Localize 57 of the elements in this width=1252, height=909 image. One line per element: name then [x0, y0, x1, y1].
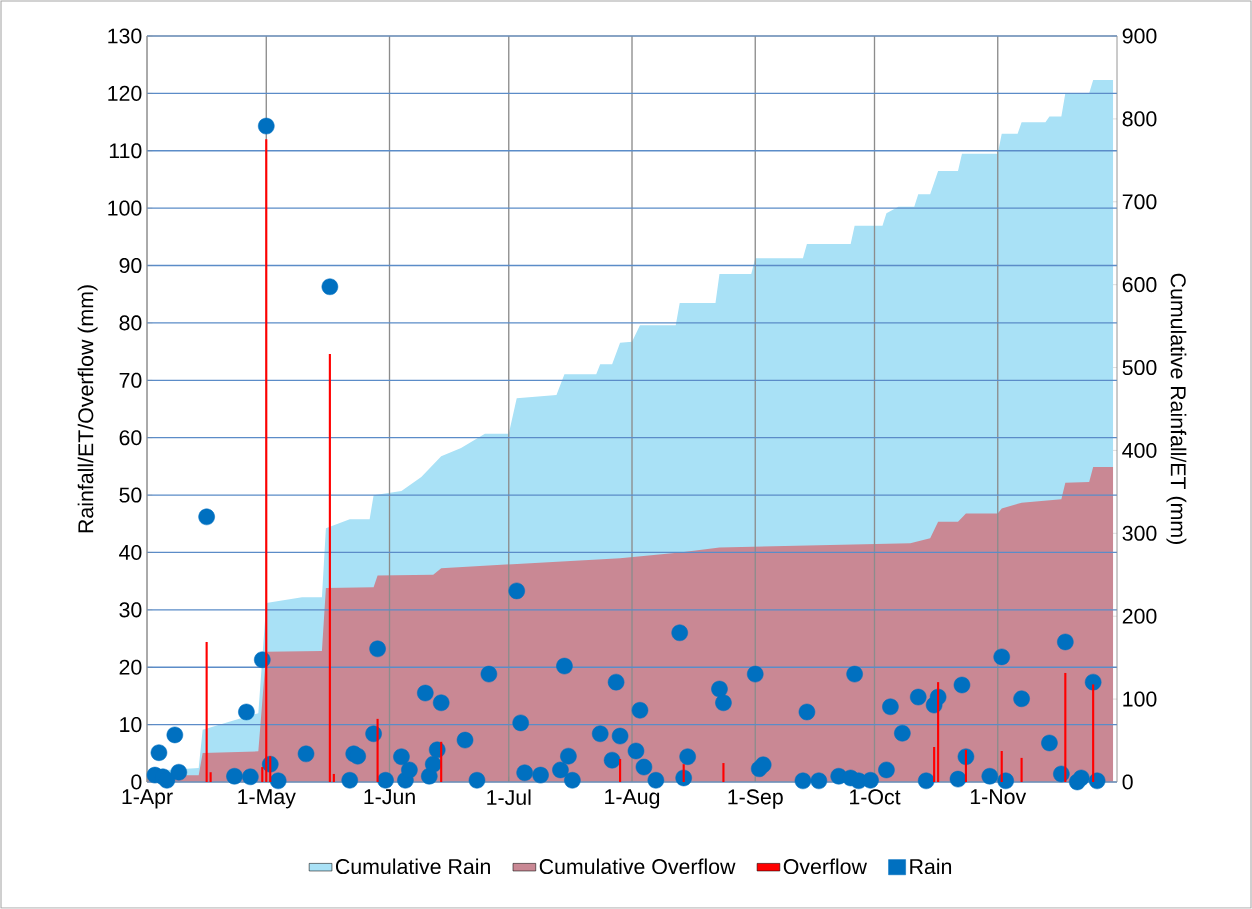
- x-tick-label: 1-Apr: [122, 789, 173, 809]
- y-tick-label: 80: [119, 315, 142, 331]
- y-tick-label: 130: [108, 28, 142, 44]
- x-tick-label: 1-May: [238, 789, 296, 809]
- x-tick-label: 1-Sep: [728, 789, 783, 809]
- y-tick-label: 30: [119, 602, 142, 618]
- x-tick-label: 1-Nov: [970, 789, 1027, 805]
- bar: [209, 772, 212, 782]
- x-tick-label: 1-Oct: [850, 789, 901, 805]
- bar: [269, 756, 272, 782]
- bar: [265, 139, 268, 782]
- y-tick-label: 90: [119, 257, 142, 274]
- bar: [1000, 751, 1003, 782]
- bar: [1020, 757, 1023, 782]
- x-tick-label: 1-Jul: [487, 789, 531, 806]
- bar: [376, 718, 379, 782]
- y2-tick-label: 700: [1122, 194, 1157, 210]
- y2-tick-label: 900: [1122, 28, 1157, 44]
- y2-tick-label: 100: [1123, 691, 1157, 707]
- y2-tick-label: 800: [1122, 111, 1157, 127]
- bar: [964, 749, 968, 782]
- bar: [1064, 672, 1067, 782]
- y-tick-label: 70: [119, 372, 142, 388]
- bar: [682, 764, 685, 782]
- y-tick-label: 40: [119, 544, 142, 560]
- legend-label: Cumulative Overflow: [539, 858, 736, 875]
- y-tick-label: 10: [120, 717, 142, 733]
- bar: [937, 682, 940, 782]
- bar: [328, 353, 331, 782]
- y-tick-label: 110: [109, 143, 142, 159]
- y2-axis-title: Cumulative Rainfall/ET (mm): [1166, 273, 1187, 544]
- y-tick-label: 50: [119, 487, 142, 503]
- bar: [722, 763, 725, 782]
- y-tick-label: 0: [131, 774, 142, 790]
- y-tick-label: 100: [108, 200, 142, 216]
- bar: [933, 746, 936, 782]
- legend-label: Rain: [910, 858, 952, 875]
- y-tick-label: 20: [119, 659, 142, 675]
- bar: [261, 767, 264, 782]
- y-tick-label: 60: [119, 430, 142, 446]
- x-tick-label: 1-Aug: [605, 789, 660, 809]
- y2-tick-label: 200: [1122, 608, 1157, 624]
- y2-tick-label: 500: [1122, 360, 1157, 376]
- legend-label: Overflow: [783, 858, 867, 875]
- bar: [619, 759, 622, 782]
- bar: [440, 741, 443, 782]
- x-tick-label: 1-Jun: [364, 789, 415, 805]
- y2-tick-label: 0: [1122, 774, 1133, 790]
- bar: [1092, 684, 1095, 782]
- legend-label: Cumulative Rain: [335, 858, 490, 875]
- bar: [332, 773, 335, 782]
- bar: [205, 641, 208, 782]
- y-axis-title: Rainfall/ET/Overflow (mm): [77, 285, 98, 533]
- y2-tick-label: 300: [1122, 525, 1157, 541]
- y2-tick-label: 400: [1122, 442, 1157, 458]
- y2-tick-label: 600: [1122, 277, 1157, 293]
- y-tick-label: 120: [108, 85, 142, 101]
